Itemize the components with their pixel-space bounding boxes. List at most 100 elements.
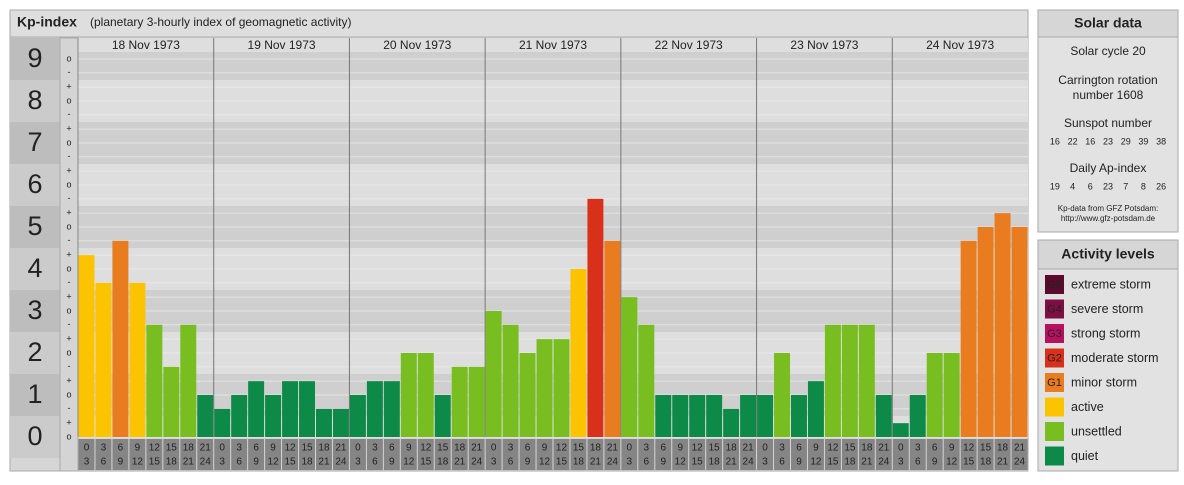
solar-header: [1037, 9, 1179, 38]
interval-start: 0: [355, 443, 361, 454]
bar: [655, 395, 672, 437]
day-label: 24 Nov 1973: [926, 38, 994, 52]
solar-cycle: Solar cycle 20: [1070, 44, 1146, 58]
interval-end: 24: [1014, 457, 1026, 468]
interval-box: [977, 439, 994, 470]
day-label: 20 Nov 1973: [383, 38, 451, 52]
interval-box: [112, 439, 129, 470]
interval-start: 15: [709, 443, 721, 454]
y-minor-label: +: [66, 250, 71, 260]
chart-title: Kp-index: [17, 14, 77, 30]
interval-end: 18: [437, 457, 449, 468]
bar: [892, 423, 909, 437]
interval-start: 21: [200, 443, 212, 454]
interval-end: 9: [389, 457, 395, 468]
ap-value: 6: [1088, 181, 1093, 191]
interval-box: [485, 439, 502, 470]
interval-end: 18: [573, 457, 585, 468]
interval-box: [994, 439, 1011, 470]
interval-start: 12: [420, 443, 432, 454]
interval-end: 15: [284, 457, 296, 468]
bar: [536, 339, 553, 437]
interval-box: [146, 439, 163, 470]
y-minor-label: -: [68, 319, 71, 329]
interval-end: 9: [118, 457, 124, 468]
bar: [95, 282, 112, 437]
interval-start: 12: [827, 443, 839, 454]
legend-label: quiet: [1071, 449, 1099, 463]
interval-start: 21: [335, 443, 347, 454]
y-tick-label: 9: [27, 43, 42, 73]
chart-subtitle: (planetary 3-hourly index of geomagnetic…: [90, 15, 351, 29]
y-minor-label: +: [66, 292, 71, 302]
y-minor-label: -: [68, 193, 71, 203]
interval-start: 3: [101, 443, 107, 454]
sunspot-value: 38: [1156, 136, 1166, 146]
sunspot-value: 22: [1068, 136, 1078, 146]
interval-end: 18: [301, 457, 313, 468]
bar: [926, 353, 943, 437]
bar: [824, 324, 841, 437]
ap-value: 8: [1141, 181, 1146, 191]
legend-swatch: [1045, 373, 1064, 392]
y-band: [10, 248, 60, 290]
interval-start: 0: [627, 443, 633, 454]
interval-start: 21: [743, 443, 755, 454]
interval-end: 21: [454, 457, 466, 468]
bar: [332, 408, 349, 437]
interval-box: [791, 439, 807, 470]
interval-end: 12: [132, 457, 144, 468]
interval-start: 3: [372, 443, 378, 454]
interval-start: 9: [270, 443, 276, 454]
interval-box: [502, 439, 519, 470]
interval-end: 21: [726, 457, 738, 468]
interval-start: 9: [406, 443, 412, 454]
interval-box: [417, 439, 434, 470]
bar: [468, 366, 485, 437]
y-minor-label: -: [68, 109, 71, 119]
solar-rotation-1: Carrington rotation: [1058, 73, 1157, 87]
y-minor-label: o: [66, 305, 71, 315]
bar: [841, 324, 858, 437]
title-bar: [9, 9, 1029, 38]
y-minor-label: -: [68, 67, 71, 77]
interval-end: 6: [644, 457, 650, 468]
interval-end: 24: [335, 457, 347, 468]
sunspot-value: 39: [1138, 136, 1148, 146]
interval-start: 15: [301, 443, 313, 454]
interval-end: 21: [861, 457, 873, 468]
legend-label: unsettled: [1071, 424, 1122, 438]
y-minor-label: -: [68, 403, 71, 413]
bar: [621, 297, 638, 437]
y-minor-label: -: [68, 361, 71, 371]
interval-start: 6: [118, 443, 124, 454]
legend-swatch: [1045, 446, 1064, 466]
interval-box: [807, 439, 824, 470]
interval-end: 12: [268, 457, 280, 468]
interval-box: [553, 439, 570, 470]
y-minor-label: -: [68, 277, 71, 287]
solar-ap-title: Daily Ap-index: [1070, 161, 1147, 175]
interval-box: [231, 439, 248, 470]
ap-value: 19: [1050, 181, 1060, 191]
interval-end: 21: [318, 457, 330, 468]
interval-start: 12: [692, 443, 704, 454]
y-band: [10, 416, 60, 458]
interval-box: [265, 439, 282, 470]
legend-title: Activity levels: [1061, 246, 1155, 262]
interval-box: [655, 439, 672, 470]
interval-start: 18: [183, 443, 195, 454]
interval-box: [299, 439, 315, 470]
solar-rotation-2: number 1608: [1073, 88, 1144, 102]
interval-end: 6: [372, 457, 378, 468]
interval-end: 24: [607, 457, 619, 468]
y-minor-label: +: [66, 418, 71, 428]
legend-swatch: [1045, 422, 1064, 441]
interval-start: 0: [491, 443, 497, 454]
interval-start: 15: [573, 443, 585, 454]
interval-end: 3: [84, 457, 90, 468]
interval-end: 21: [997, 457, 1009, 468]
bar: [349, 395, 366, 437]
interval-box: [214, 439, 231, 470]
interval-box: [638, 439, 655, 470]
